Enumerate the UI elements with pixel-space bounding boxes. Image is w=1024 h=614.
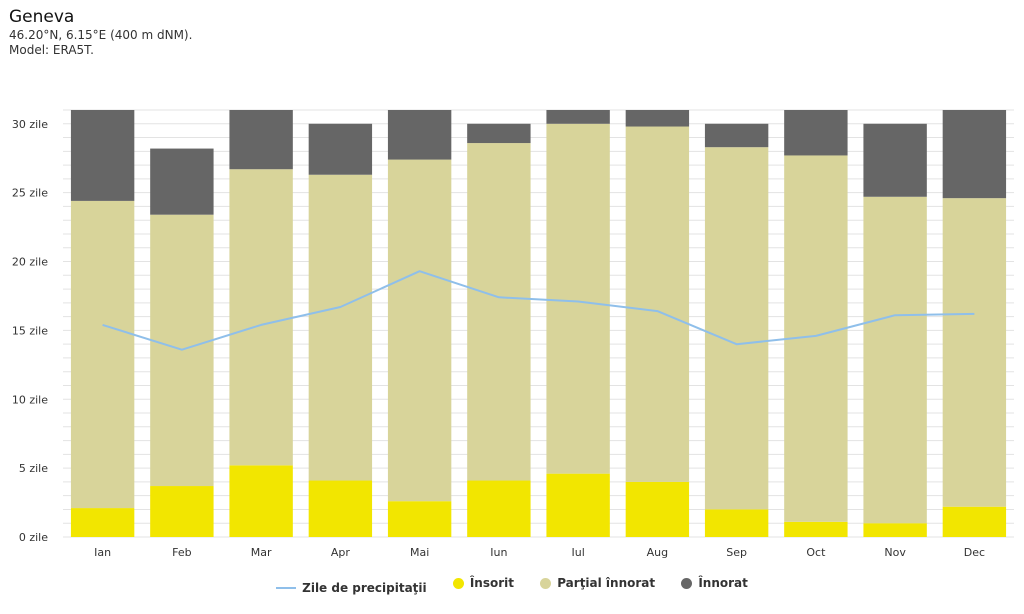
- bar-sunny-iul: [546, 473, 610, 537]
- location-title: Geneva: [9, 7, 75, 27]
- legend-label-precipitation: Zile de precipitaţii: [302, 580, 427, 595]
- y-tick-label-6: 30 zile: [12, 118, 48, 131]
- bar-partly-cloudy-nov: [863, 196, 927, 524]
- bar-partly-cloudy-mai: [387, 159, 452, 502]
- legend: Zile de precipitaţii Însorit Parţial înn…: [0, 576, 1024, 595]
- x-tick-label-mai: Mai: [410, 546, 429, 559]
- bar-partly-cloudy-iul: [546, 123, 610, 474]
- x-tick-label-iun: Iun: [490, 546, 507, 559]
- y-tick-label-5: 25 zile: [12, 187, 48, 200]
- bar-sunny-dec: [942, 506, 1007, 537]
- bar-overcast-mar: [229, 110, 293, 170]
- bar-sunny-nov: [863, 523, 927, 537]
- bar-sunny-apr: [308, 480, 373, 537]
- legend-label-overcast: Înnorat: [698, 576, 748, 590]
- bar-sunny-oct: [784, 521, 848, 537]
- x-tick-label-ian: Ian: [94, 546, 111, 559]
- bar-overcast-mai: [387, 110, 452, 160]
- bar-partly-cloudy-mar: [229, 169, 293, 466]
- y-tick-label-0: 0 zile: [19, 531, 48, 544]
- bar-partly-cloudy-apr: [308, 174, 373, 481]
- bar-sunny-sep: [704, 509, 769, 537]
- x-tick-label-feb: Feb: [172, 546, 191, 559]
- bar-overcast-nov: [863, 123, 927, 197]
- legend-item-precipitation[interactable]: Zile de precipitaţii: [276, 581, 427, 595]
- bar-overcast-iul: [546, 110, 610, 124]
- legend-label-sunny: Însorit: [469, 576, 515, 590]
- precipitation-days-line: [102, 270, 975, 351]
- bar-sunny-iun: [467, 480, 531, 537]
- legend-item-overcast[interactable]: Înnorat: [681, 576, 748, 590]
- overcast-swatch: [681, 577, 693, 589]
- bar-sunny-mar: [229, 465, 293, 537]
- bar-overcast-apr: [308, 123, 373, 175]
- x-tick-label-mar: Mar: [251, 546, 272, 559]
- sunny-swatch: [452, 577, 464, 589]
- bar-sunny-ian: [70, 508, 135, 537]
- bar-overcast-oct: [784, 110, 848, 156]
- bar-sunny-mai: [387, 501, 452, 537]
- x-tick-label-sep: Sep: [726, 546, 747, 559]
- x-tick-label-iul: Iul: [571, 546, 584, 559]
- bar-overcast-sep: [704, 123, 769, 148]
- y-tick-label-3: 15 zile: [12, 324, 48, 337]
- y-tick-label-4: 20 zile: [12, 256, 48, 269]
- bar-sunny-feb: [150, 486, 214, 537]
- x-tick-label-aug: Aug: [647, 546, 668, 559]
- bar-overcast-ian: [70, 110, 135, 201]
- bar-overcast-dec: [942, 110, 1007, 199]
- x-tick-label-nov: Nov: [884, 546, 906, 559]
- coordinates-text: 46.20°N, 6.15°E (400 m dNM).: [9, 28, 193, 42]
- precipitation-line-swatch: [276, 586, 297, 589]
- legend-item-sunny[interactable]: Însorit: [452, 576, 515, 590]
- x-tick-label-oct: Oct: [806, 546, 826, 559]
- y-tick-label-2: 10 zile: [12, 393, 48, 406]
- legend-item-partly-cloudy[interactable]: Parţial înnorat: [540, 576, 655, 590]
- y-tick-label-1: 5 zile: [19, 462, 48, 475]
- chart-header: Geneva 46.20°N, 6.15°E (400 m dNM). Mode…: [9, 6, 192, 58]
- partly-cloudy-swatch: [540, 577, 552, 589]
- bar-overcast-feb: [150, 148, 214, 215]
- bar-partly-cloudy-ian: [70, 200, 135, 509]
- bar-partly-cloudy-iun: [467, 143, 531, 481]
- bar-partly-cloudy-sep: [704, 147, 769, 510]
- bar-overcast-aug: [625, 110, 690, 127]
- legend-label-partly-cloudy: Parţial înnorat: [557, 576, 656, 590]
- bar-partly-cloudy-aug: [625, 126, 690, 482]
- bar-sunny-aug: [625, 481, 690, 537]
- x-tick-label-dec: Dec: [964, 546, 985, 559]
- bar-overcast-iun: [467, 123, 531, 144]
- x-tick-label-apr: Apr: [331, 546, 351, 559]
- model-text: Model: ERA5T.: [9, 43, 94, 57]
- bar-partly-cloudy-dec: [942, 198, 1007, 507]
